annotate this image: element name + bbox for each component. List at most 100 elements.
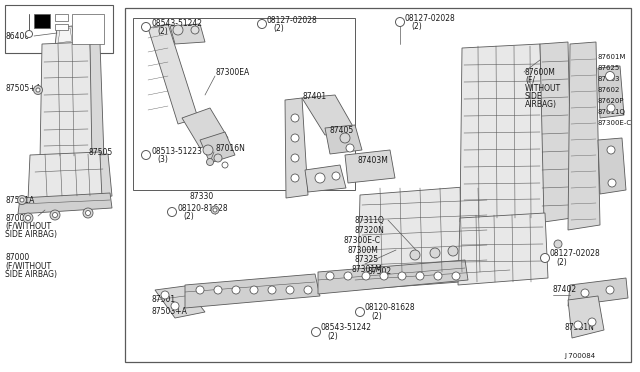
Circle shape (203, 145, 213, 155)
Circle shape (607, 146, 615, 154)
Text: 87331N: 87331N (565, 324, 595, 333)
Circle shape (416, 272, 424, 280)
Text: B: B (358, 310, 362, 314)
Circle shape (207, 158, 214, 166)
Text: WITHOUT: WITHOUT (525, 83, 561, 93)
Circle shape (83, 208, 93, 218)
Text: (2): (2) (273, 23, 284, 32)
Polygon shape (318, 260, 468, 294)
Text: 87620P: 87620P (598, 98, 625, 104)
Circle shape (26, 215, 31, 221)
Circle shape (50, 210, 60, 220)
Bar (34, 14, 50, 28)
Text: (2): (2) (327, 331, 338, 340)
Polygon shape (458, 213, 548, 285)
Text: (2): (2) (411, 22, 422, 31)
Polygon shape (568, 42, 600, 230)
Polygon shape (58, 28, 72, 43)
Text: 87300E-C: 87300E-C (344, 235, 381, 244)
Polygon shape (55, 26, 75, 46)
Polygon shape (18, 193, 112, 214)
Text: 08120-81628: 08120-81628 (365, 304, 415, 312)
Text: 87301M: 87301M (352, 266, 383, 275)
Circle shape (213, 208, 217, 212)
Text: SIDE AIRBAG): SIDE AIRBAG) (5, 230, 57, 238)
Bar (72, 14, 104, 44)
Circle shape (286, 286, 294, 294)
Text: 08120-81628: 08120-81628 (177, 203, 228, 212)
Text: 87501: 87501 (152, 295, 176, 305)
Circle shape (304, 286, 312, 294)
Circle shape (86, 211, 90, 215)
Bar (133, 18, 355, 190)
Circle shape (291, 154, 299, 162)
Text: 87502: 87502 (368, 267, 392, 276)
Circle shape (250, 286, 258, 294)
Text: 87000: 87000 (5, 214, 29, 222)
Text: SIDE: SIDE (525, 92, 543, 100)
Polygon shape (345, 150, 395, 183)
Bar (5, 5, 113, 53)
Circle shape (312, 327, 321, 337)
Text: 87601M: 87601M (598, 54, 627, 60)
Text: 87300M: 87300M (348, 246, 379, 254)
Circle shape (291, 114, 299, 122)
Text: 87403M: 87403M (358, 155, 389, 164)
Polygon shape (148, 24, 198, 124)
Text: S: S (144, 153, 148, 157)
Circle shape (355, 308, 365, 317)
Text: 08127-02028: 08127-02028 (550, 250, 601, 259)
Text: 87000: 87000 (5, 253, 29, 263)
Polygon shape (490, 183, 515, 270)
Text: 87625: 87625 (598, 65, 620, 71)
Polygon shape (568, 296, 604, 338)
Polygon shape (200, 132, 235, 163)
Circle shape (396, 17, 404, 26)
Text: 08127-02028: 08127-02028 (405, 13, 456, 22)
Text: 87300EA: 87300EA (216, 67, 250, 77)
Circle shape (17, 196, 26, 205)
Text: 87311Q: 87311Q (355, 215, 385, 224)
Polygon shape (100, 154, 112, 198)
Text: 87505: 87505 (88, 148, 112, 157)
Circle shape (574, 321, 582, 329)
Text: 87600M: 87600M (525, 67, 556, 77)
Polygon shape (40, 42, 95, 160)
Circle shape (232, 286, 240, 294)
Circle shape (191, 26, 199, 34)
Polygon shape (182, 108, 228, 148)
Circle shape (430, 248, 440, 258)
Circle shape (607, 104, 615, 112)
Text: AIRBAG): AIRBAG) (525, 99, 557, 109)
Circle shape (605, 71, 614, 80)
Bar (55, 24, 68, 30)
Polygon shape (285, 98, 308, 198)
Text: 87501A: 87501A (5, 196, 35, 205)
Circle shape (222, 162, 228, 168)
Text: B: B (543, 256, 547, 260)
Text: 08513-51223: 08513-51223 (151, 147, 202, 155)
Polygon shape (155, 286, 205, 318)
Text: S: S (144, 25, 148, 29)
Text: 87325: 87325 (355, 256, 379, 264)
Circle shape (588, 318, 596, 326)
Polygon shape (353, 262, 513, 290)
Circle shape (23, 213, 33, 223)
Circle shape (52, 212, 58, 218)
Text: B: B (260, 22, 264, 26)
Text: J 700084: J 700084 (565, 353, 596, 359)
Circle shape (581, 289, 589, 297)
Text: 86400: 86400 (5, 32, 29, 41)
Circle shape (398, 272, 406, 280)
Circle shape (554, 240, 562, 248)
Circle shape (33, 86, 42, 94)
Circle shape (268, 286, 276, 294)
Polygon shape (28, 152, 105, 200)
Circle shape (380, 272, 388, 280)
Circle shape (332, 172, 340, 180)
Circle shape (541, 253, 550, 263)
Text: (2): (2) (183, 212, 194, 221)
Text: 08127-02028: 08127-02028 (267, 16, 317, 25)
Text: 87505+A: 87505+A (5, 83, 41, 93)
Circle shape (171, 302, 179, 310)
